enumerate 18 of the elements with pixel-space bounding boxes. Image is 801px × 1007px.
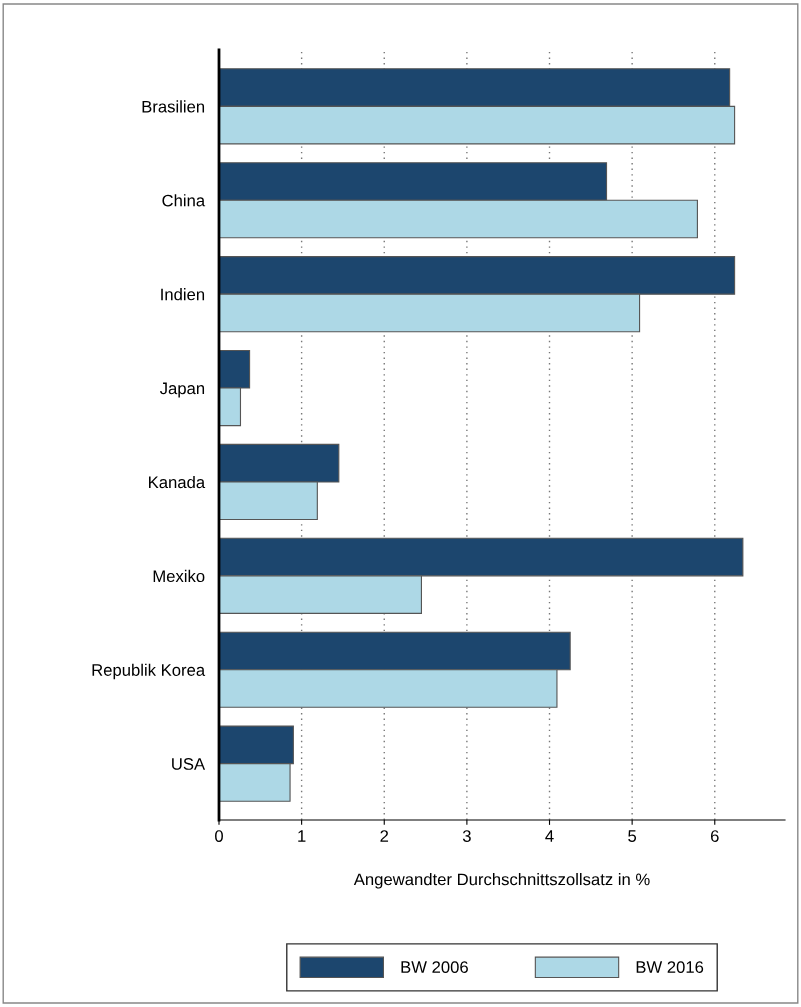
y-tick-label: Indien <box>161 288 205 301</box>
y-tick-label: China <box>162 194 206 207</box>
x-tick-label: 1 <box>298 830 306 842</box>
y-tick-label: Mexiko <box>153 569 205 583</box>
x-tick-label: 6 <box>710 830 719 842</box>
x-tick-label: 0 <box>215 830 223 842</box>
legend-label: BW 2016 <box>636 961 704 973</box>
x-tick-label: 2 <box>380 830 389 842</box>
legend-label: BW 2006 <box>401 961 468 973</box>
y-tick-label: USA <box>172 758 206 770</box>
y-tick-label: Republik Korea <box>92 663 206 680</box>
y-tick-label: Brasilien <box>142 100 205 113</box>
x-tick-label: 3 <box>462 830 471 842</box>
y-tick-label: Kanada <box>149 475 206 489</box>
x-tick-label: 4 <box>545 830 554 842</box>
x-tick-label: 5 <box>628 830 637 842</box>
y-tick-label: Japan <box>159 382 205 398</box>
x-axis-title: Angewandter Durchschnittszollsatz in % <box>353 873 650 889</box>
